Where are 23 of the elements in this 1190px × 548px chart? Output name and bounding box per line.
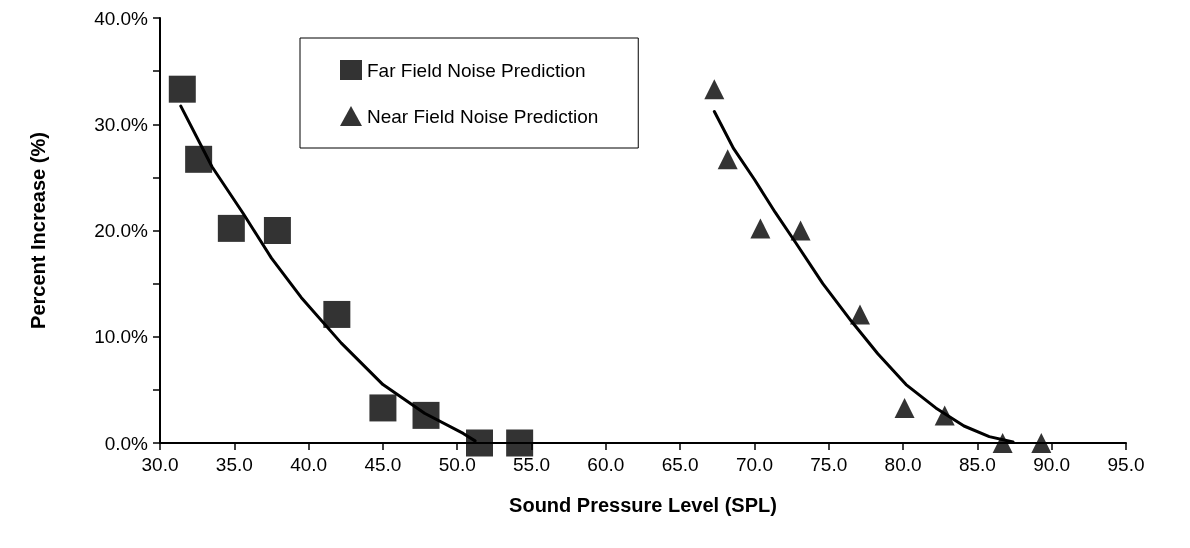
x-tick-label: 35.0 [215, 454, 253, 475]
x-tick-label: 80.0 [884, 454, 922, 475]
y-tick-label: 40.0% [94, 7, 149, 29]
x-tick-label: 50.0 [438, 454, 476, 475]
y-axis-title: Percent Increase (%) [27, 132, 49, 329]
x-tick-label: 75.0 [810, 454, 848, 475]
y-tick-label: 20.0% [94, 220, 149, 241]
x-tick-label: 85.0 [958, 454, 996, 475]
legend-label: Near Field Noise Prediction [367, 105, 599, 127]
y-tick-label: 30.0% [94, 113, 149, 135]
x-tick-label: 90.0 [1033, 454, 1071, 475]
y-tick-label: 0.0% [104, 432, 149, 454]
x-tick-label: 95.0 [1107, 454, 1145, 475]
x-tick-label: 65.0 [661, 454, 699, 475]
x-axis-title: Sound Pressure Level (SPL) [509, 494, 777, 516]
x-tick-label: 70.0 [735, 454, 773, 475]
x-tick-label: 45.0 [364, 454, 402, 475]
y-tick-label: 10.0% [94, 326, 149, 348]
x-tick-label: 40.0 [290, 454, 328, 475]
x-tick-label: 55.0 [513, 454, 551, 475]
legend-label: Far Field Noise Prediction [367, 59, 586, 81]
x-tick-label: 60.0 [587, 454, 625, 475]
x-tick-label: 30.0 [141, 454, 179, 475]
